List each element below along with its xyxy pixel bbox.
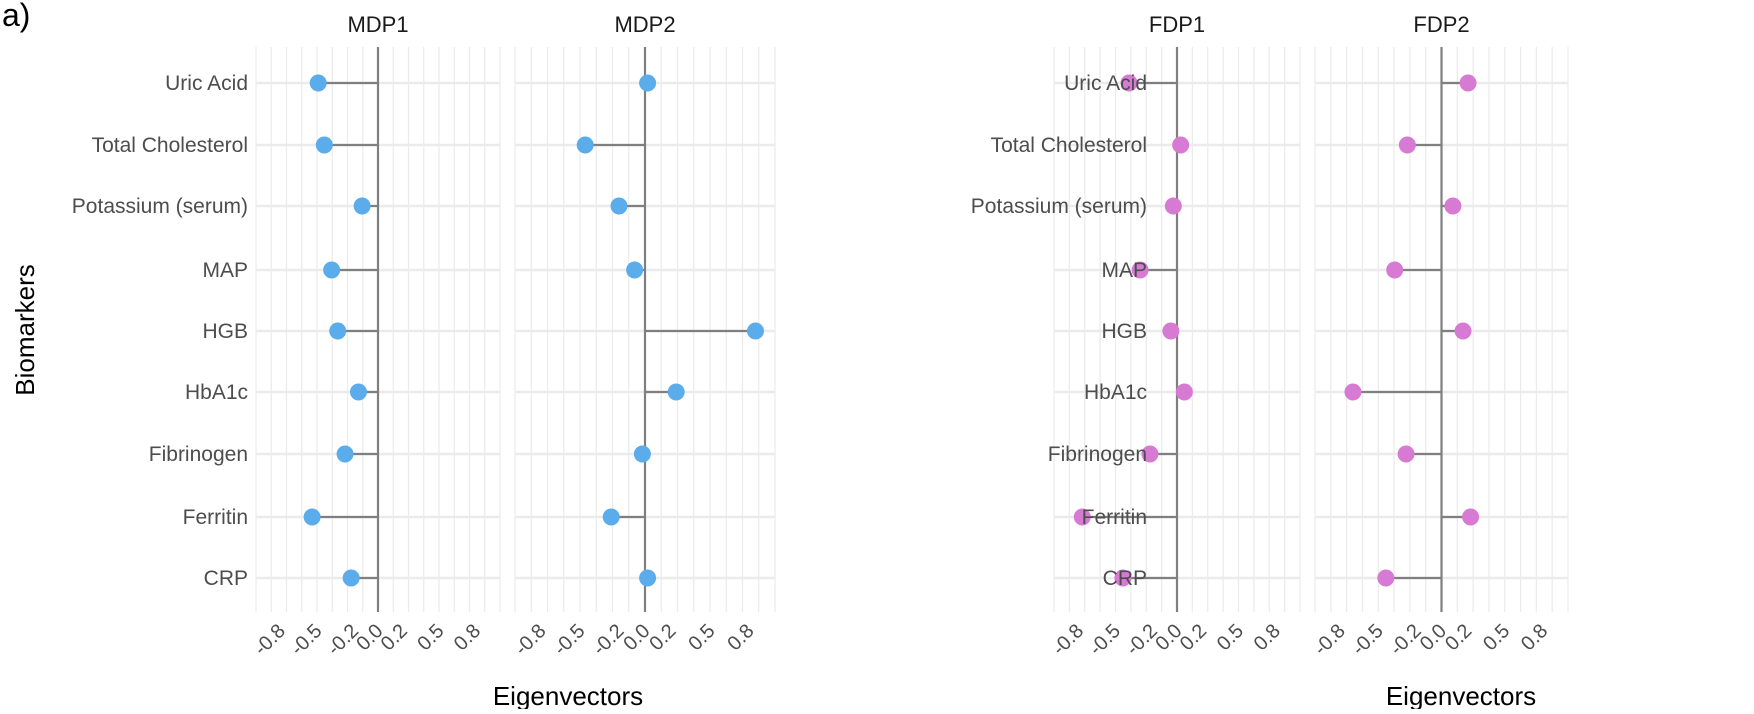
x-tick-label: 0.2	[377, 620, 412, 655]
y-tick-label: HbA1c	[1084, 381, 1147, 404]
x-tick-label: -0.8	[511, 620, 551, 660]
lollipop-point	[1164, 197, 1182, 215]
lollipop-point	[1459, 74, 1477, 92]
lollipop-point	[336, 445, 354, 463]
x-tick-label: 0.2	[645, 620, 680, 655]
lollipop-point	[633, 445, 651, 463]
lollipop-point	[1120, 74, 1138, 92]
y-tick-label: CRP	[204, 567, 248, 590]
y-axis-title: Biomarkers	[10, 264, 40, 395]
x-tick-label: 0.5	[1213, 620, 1248, 655]
x-axis-title-left: Eigenvectors	[493, 681, 643, 709]
x-tick-label: -0.8	[1310, 620, 1350, 660]
lollipop-point	[315, 136, 333, 154]
panel-title: MDP2	[614, 12, 675, 37]
lollipop-point	[639, 74, 657, 92]
lollipop-point	[1397, 445, 1415, 463]
lollipop-point	[1073, 508, 1091, 526]
lollipop-point	[602, 508, 620, 526]
lollipop-point	[1344, 383, 1362, 401]
y-tick-label: MAP	[1101, 259, 1147, 282]
y-tick-label: Total Cholesterol	[92, 134, 248, 157]
lollipop-point	[1454, 322, 1472, 340]
x-tick-label: -0.8	[250, 620, 290, 660]
x-tick-label: -0.5	[550, 620, 590, 660]
y-tick-label: HGB	[1101, 320, 1147, 343]
lollipop-point	[747, 322, 764, 340]
y-tick-label: Fibrinogen	[1048, 443, 1147, 466]
panel-title: FDP1	[1149, 12, 1205, 37]
lollipop-point	[1398, 136, 1416, 154]
y-tick-label: Uric Acid	[165, 72, 248, 95]
x-tick-label: 0.2	[1441, 620, 1476, 655]
y-tick-label: Potassium (serum)	[971, 195, 1147, 218]
x-tick-label: 0.8	[723, 620, 758, 655]
lollipop-point	[1162, 322, 1180, 340]
lollipop-point	[1141, 445, 1159, 463]
lollipop-point	[639, 569, 657, 587]
y-tick-label: Potassium (serum)	[72, 195, 248, 218]
lollipop-point	[353, 197, 371, 215]
x-axis-title-right: Eigenvectors	[1386, 681, 1536, 709]
x-tick-label: 0.8	[1517, 620, 1552, 655]
lollipop-point	[329, 322, 347, 340]
lollipop-point	[1377, 569, 1395, 587]
panel-tag: a)	[2, 0, 30, 33]
lollipop-point	[323, 261, 341, 279]
lollipop-point	[576, 136, 594, 154]
y-tick-label: Fibrinogen	[149, 443, 248, 466]
x-tick-label: 0.5	[684, 620, 719, 655]
x-tick-label: 0.8	[1250, 620, 1285, 655]
y-tick-label: HGB	[202, 320, 248, 343]
x-tick-label: 0.8	[450, 620, 485, 655]
lollipop-point	[1462, 508, 1480, 526]
x-tick-label: 0.2	[1176, 620, 1211, 655]
y-tick-label: MAP	[202, 259, 248, 282]
x-tick-label: 0.5	[413, 620, 448, 655]
y-tick-label: CRP	[1103, 567, 1147, 590]
lollipop-point	[309, 74, 327, 92]
x-tick-label: 0.5	[1479, 620, 1514, 655]
lollipop-point	[626, 261, 644, 279]
x-tick-label: -0.5	[1348, 620, 1388, 660]
lollipop-point	[1175, 383, 1193, 401]
lollipop-point	[1131, 261, 1149, 279]
y-tick-label: HbA1c	[185, 381, 248, 404]
lollipop-point	[303, 508, 321, 526]
x-tick-label: -0.8	[1048, 620, 1088, 660]
x-tick-label: -0.5	[287, 620, 327, 660]
lollipop-point	[349, 383, 367, 401]
lollipop-point	[1386, 261, 1404, 279]
lollipop-point	[1444, 197, 1462, 215]
lollipop-point	[1172, 136, 1190, 154]
y-tick-label: Ferritin	[1082, 506, 1147, 529]
panel-title: FDP2	[1413, 12, 1469, 37]
lollipop-point	[342, 569, 360, 587]
lollipop-point	[610, 197, 628, 215]
y-tick-label: Uric Acid	[1064, 72, 1147, 95]
lollipop-point	[1114, 569, 1132, 587]
y-tick-label: Total Cholesterol	[991, 134, 1147, 157]
panel-title: MDP1	[347, 12, 408, 37]
lollipop-point	[667, 383, 685, 401]
y-tick-label: Ferritin	[183, 506, 248, 529]
x-tick-label: -0.5	[1085, 620, 1125, 660]
